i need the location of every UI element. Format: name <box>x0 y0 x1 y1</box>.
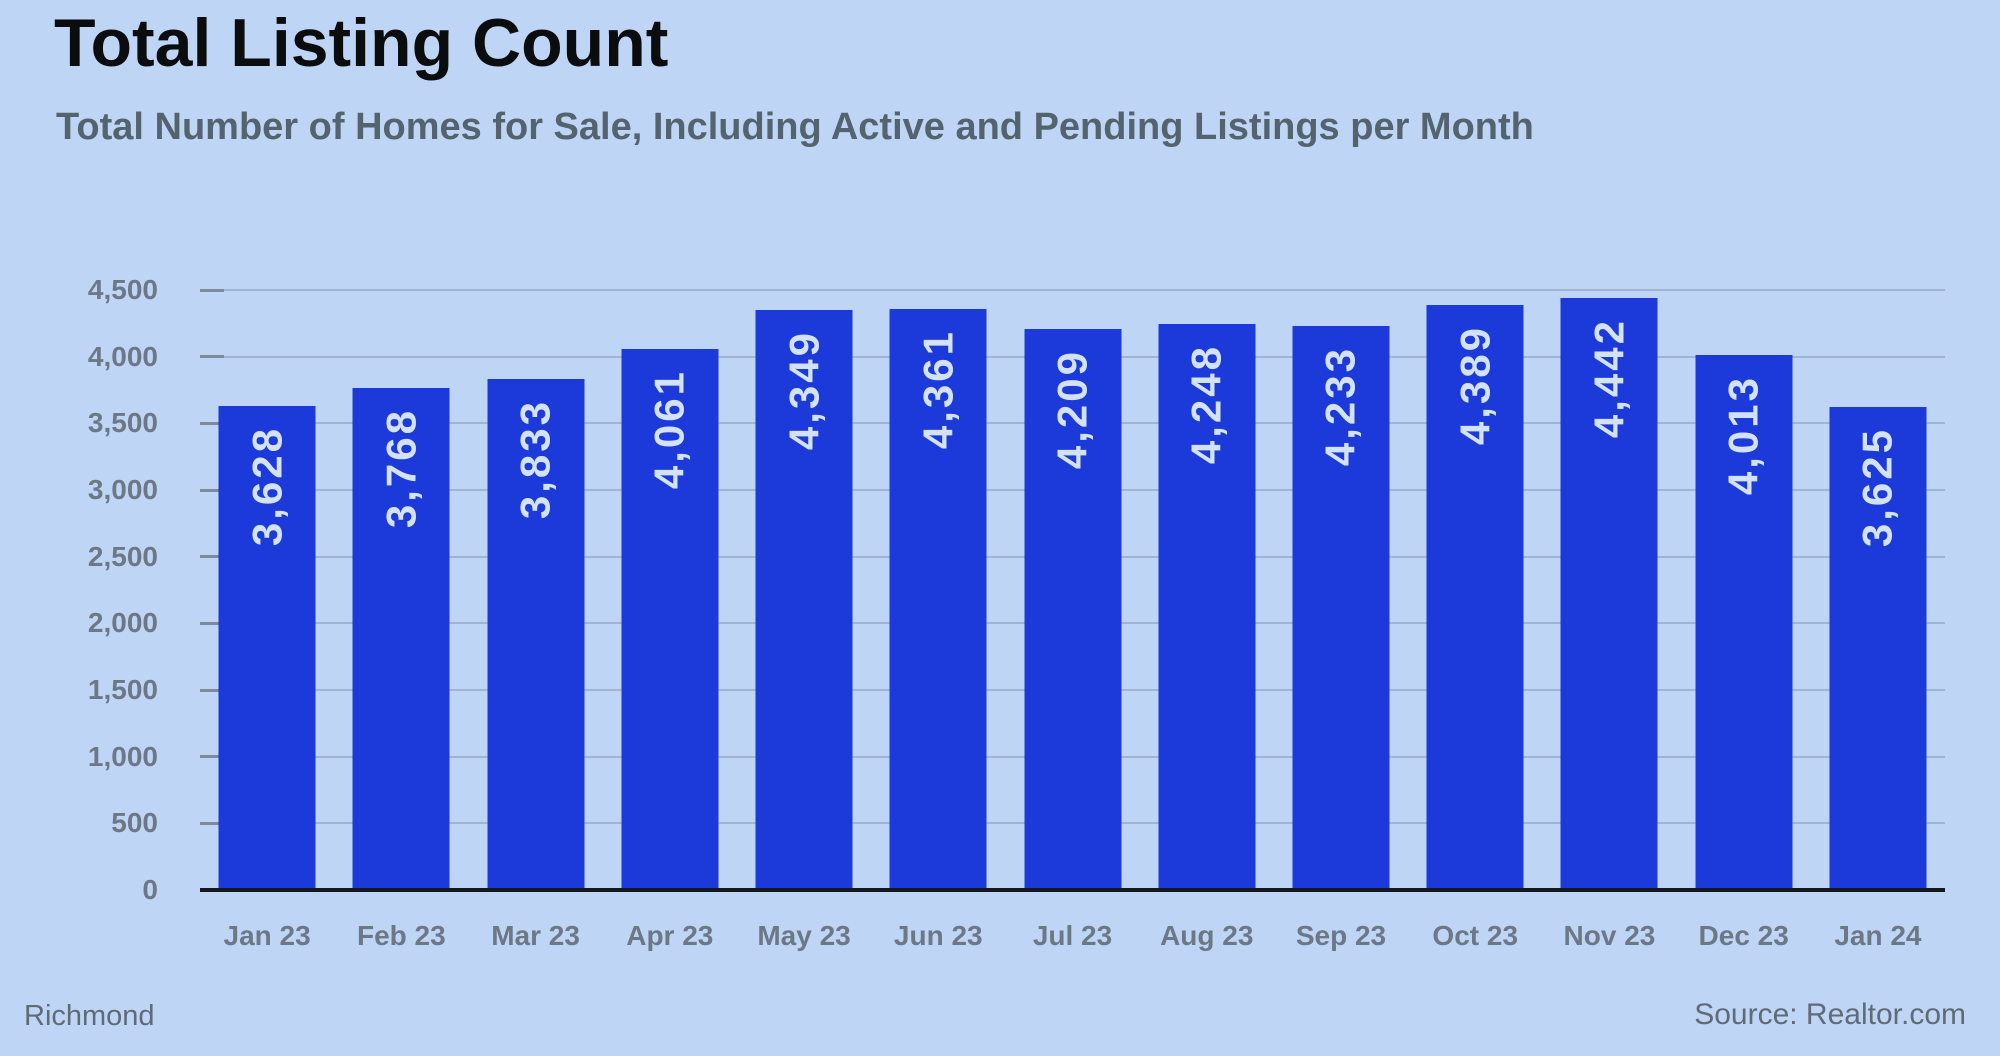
bar-value-label: 3,625 <box>1853 426 1901 547</box>
bar-oct-23: 4,389 <box>1426 304 1524 890</box>
y-tick-3500 <box>200 421 224 425</box>
y-tick-500 <box>200 821 224 825</box>
x-axis-label-jul-23: Jul 23 <box>1032 920 1113 951</box>
chart-title: Total Listing Count <box>54 5 669 81</box>
chart-subtitle: Total Number of Homes for Sale, Includin… <box>56 106 1534 148</box>
bar-value-label: 3,833 <box>511 398 559 520</box>
x-axis-label-jun-23: Jun 23 <box>893 920 983 951</box>
bar-feb-23: 3,768 <box>352 387 450 890</box>
bar-nov-23: 4,442 <box>1560 297 1658 890</box>
region-label: Richmond <box>24 1000 155 1032</box>
bar-jan-23: 3,628 <box>218 406 316 890</box>
y-axis-label-2500: 2,500 <box>87 540 158 572</box>
y-axis-label-500: 500 <box>111 807 158 839</box>
x-axis-label-jan-23: Jan 23 <box>223 920 311 951</box>
x-axis-label-oct-23: Oct 23 <box>1432 920 1519 951</box>
source-label: Source: Realtor.com <box>1694 998 1966 1031</box>
y-tick-2500 <box>200 555 224 559</box>
bar-value-label: 4,209 <box>1048 348 1096 469</box>
bar-value-label: 4,361 <box>914 328 962 449</box>
y-tick-1000 <box>200 755 224 759</box>
bar-jan-24: 3,625 <box>1829 406 1927 890</box>
bar-dec-23: 4,013 <box>1695 354 1793 890</box>
bar-aug-23: 4,248 <box>1158 323 1256 890</box>
bar-value-label: 4,389 <box>1451 324 1499 445</box>
y-axis-label-3500: 3,500 <box>87 407 158 439</box>
bar-slot-mar-23: 3,833 Mar 23 <box>468 290 602 951</box>
y-axis-label-1500: 1,500 <box>87 674 158 705</box>
bar-apr-23: 4,061 <box>621 348 719 890</box>
bar-sep-23: 4,233 <box>1292 325 1390 890</box>
x-axis-label-nov-23: Nov 23 <box>1563 920 1656 951</box>
bar-value-label: 3,768 <box>377 407 425 528</box>
bar-value-label: 3,628 <box>243 426 291 547</box>
y-axis-label-0: 0 <box>142 874 158 905</box>
y-axis-label-4000: 4,000 <box>87 340 158 372</box>
x-axis-label-mar-23: Mar 23 <box>491 920 580 951</box>
y-axis-label-2000: 2,000 <box>87 607 158 639</box>
bar-may-23: 4,349 <box>755 310 853 890</box>
bar-slot-dec-23: 4,013 Dec 23 <box>1677 290 1811 951</box>
bars-layer: 3,628 Jan 23 3,768 Feb 23 3,833 Mar 23 4,061 Ap… <box>200 290 1945 951</box>
x-axis-label-feb-23: Feb 23 <box>356 920 446 951</box>
x-axis-label-dec-23: Dec 23 <box>1698 920 1789 951</box>
bar-slot-jul-23: 4,209 Jul 23 <box>1005 290 1139 951</box>
y-tick-1500 <box>200 688 224 692</box>
y-axis-label-1000: 1,000 <box>87 740 158 772</box>
bar-value-label: 4,233 <box>1316 345 1364 466</box>
bar-slot-feb-23: 3,768 Feb 23 <box>334 290 468 951</box>
x-axis-label-may-23: May 23 <box>757 920 851 951</box>
gridline-4500 <box>200 289 1945 291</box>
bar-slot-jan-24: 3,625 Jan 24 <box>1811 290 1945 951</box>
x-axis-label-apr-23: Apr 23 <box>626 920 714 951</box>
plot-area: 0 500 1,000 1,500 2,000 2,500 3,000 3,500 4,000 4… <box>88 276 1945 951</box>
bar-slot-jun-23: 4,361 Jun 23 <box>871 290 1005 951</box>
x-axis-label-jan-24: Jan 24 <box>1834 920 1922 951</box>
y-tick-3000 <box>200 488 224 492</box>
y-axis-label-3000: 3,000 <box>87 474 158 505</box>
y-tick-2000 <box>200 621 224 625</box>
bar-mar-23: 3,833 <box>487 378 585 890</box>
bar-slot-jan-23: 3,628 Jan 23 <box>200 290 334 951</box>
bar-slot-apr-23: 4,061 Apr 23 <box>603 290 737 951</box>
x-axis-label-aug-23: Aug 23 <box>1160 920 1254 951</box>
bar-value-label: 4,442 <box>1585 317 1633 438</box>
bar-value-label: 4,013 <box>1719 374 1767 496</box>
y-tick-4500 <box>200 288 224 292</box>
bar-slot-aug-23: 4,248 Aug 23 <box>1140 290 1274 951</box>
y-tick-4000 <box>200 355 224 359</box>
bar-jun-23: 4,361 <box>889 308 987 890</box>
bar-value-label: 4,349 <box>780 330 828 451</box>
bar-slot-sep-23: 4,233 Sep 23 <box>1274 290 1408 951</box>
x-axis-label-sep-23: Sep 23 <box>1295 920 1387 951</box>
y-axis-label-4500: 4,500 <box>87 274 158 305</box>
x-axis-line <box>200 888 1945 892</box>
bar-slot-may-23: 4,349 May 23 <box>737 290 871 951</box>
bar-jul-23: 4,209 <box>1024 328 1122 890</box>
bar-value-label: 4,248 <box>1182 343 1230 464</box>
bar-slot-nov-23: 4,442 Nov 23 <box>1542 290 1676 951</box>
bar-value-label: 4,061 <box>645 368 693 489</box>
bar-slot-oct-23: 4,389 Oct 23 <box>1408 290 1542 951</box>
